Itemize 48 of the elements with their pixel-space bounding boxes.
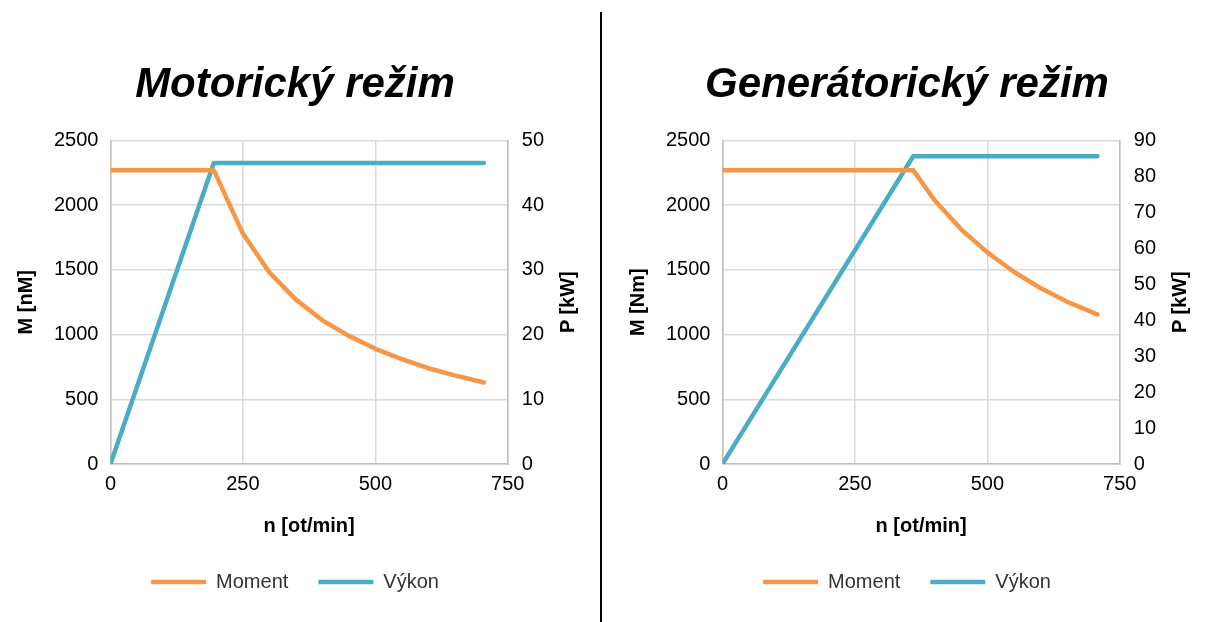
y-tick-label: 2000 (53, 192, 99, 215)
y-tick-label: 1500 (53, 257, 99, 280)
legend-label: Moment (216, 569, 289, 592)
y2-tick-label: 0 (521, 451, 533, 474)
chart-title: Generátorický režim (705, 58, 1109, 106)
y2-tick-label: 60 (1133, 235, 1156, 258)
x-tick-label: 0 (716, 471, 729, 494)
y2-tick-label: 40 (521, 192, 544, 215)
y2-tick-label: 50 (521, 127, 544, 150)
y2-tick-label: 20 (1133, 379, 1156, 402)
y2-tick-label: 90 (1133, 127, 1156, 150)
y-tick-label: 500 (65, 386, 99, 409)
y2-tick-label: 20 (521, 322, 544, 345)
y2-tick-label: 70 (1133, 199, 1156, 222)
y2-tick-label: 50 (1133, 271, 1156, 294)
x-tick-label: 500 (358, 471, 393, 494)
y-axis-title: M [nM] (13, 269, 36, 335)
x-tick-label: 750 (1103, 471, 1137, 494)
y-tick-label: 2500 (665, 127, 711, 150)
x-axis-title: n [ot/min] (263, 513, 355, 536)
x-tick-label: 0 (104, 471, 117, 494)
y2-tick-label: 80 (1133, 163, 1156, 186)
y2-tick-label: 10 (1133, 415, 1156, 438)
legend-label: Moment (828, 569, 901, 592)
chart-title: Motorický režim (135, 58, 455, 106)
x-axis-title: n [ot/min] (875, 513, 967, 536)
y-tick-label: 2000 (665, 192, 711, 215)
y-tick-label: 0 (87, 451, 99, 474)
legend-label: Výkon (383, 569, 439, 592)
x-tick-label: 250 (226, 471, 260, 494)
y2-tick-label: 40 (1133, 307, 1156, 330)
y-tick-label: 1000 (665, 322, 711, 345)
y2-tick-label: 30 (521, 257, 544, 280)
y-tick-label: 500 (677, 386, 711, 409)
legend-label: Výkon (995, 569, 1051, 592)
x-tick-label: 750 (491, 471, 525, 494)
x-tick-label: 500 (970, 471, 1005, 494)
y2-tick-label: 0 (1133, 451, 1145, 474)
x-tick-label: 250 (838, 471, 872, 494)
y2-tick-label: 30 (1133, 343, 1156, 366)
y2-axis-title: P [kW] (555, 271, 578, 334)
y-tick-label: 0 (699, 451, 711, 474)
y2-tick-label: 10 (521, 386, 544, 409)
y-tick-label: 2500 (53, 127, 99, 150)
y-axis-title: M [Nm] (625, 268, 648, 337)
y-tick-label: 1000 (53, 322, 99, 345)
y2-axis-title: P [kW] (1167, 271, 1190, 334)
y-tick-label: 1500 (665, 257, 711, 280)
